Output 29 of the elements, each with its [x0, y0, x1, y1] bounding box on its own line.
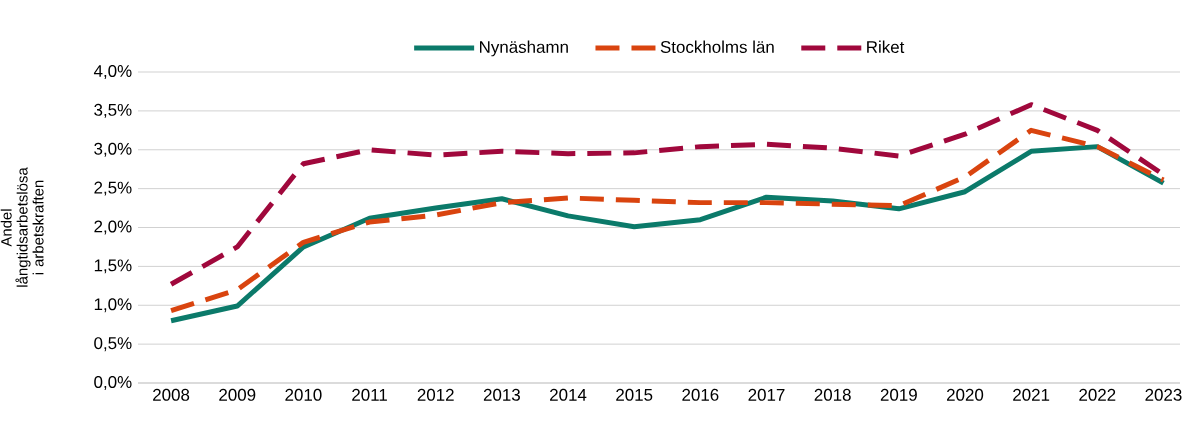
y-tick-label: 4,0% [93, 65, 132, 79]
x-tick-label: 2022 [1079, 388, 1116, 401]
y-axis-title: Andel långtidsarbetslösa i arbetskraften [0, 167, 44, 287]
legend-label: Stockholms län [660, 40, 774, 54]
x-tick-label: 2021 [1013, 388, 1050, 401]
legend-label: Riket [867, 40, 905, 54]
y-tick-label: 0,5% [94, 337, 132, 352]
x-tick-label: 2012 [417, 388, 454, 401]
x-tick-label: 2020 [947, 388, 984, 401]
y-tick-label: 2,0% [94, 220, 132, 235]
x-tick-label: 2015 [616, 388, 653, 401]
y-tick-label: 1,0% [94, 298, 132, 313]
x-tick-label: 2014 [550, 388, 587, 401]
x-tick-label: 2009 [219, 388, 256, 401]
x-tick-label: 2023 [1145, 388, 1182, 401]
x-tick-label: 2008 [153, 388, 190, 401]
x-tick-label: 2011 [352, 388, 387, 401]
y-tick-label: 3,5% [94, 103, 132, 118]
y-tick-label: 0,0% [94, 376, 132, 390]
x-tick-label: 2017 [748, 388, 785, 401]
x-tick-label: 2010 [285, 388, 322, 401]
x-tick-label: 2016 [682, 388, 719, 401]
y-tick-label: 1,5% [94, 259, 132, 274]
x-tick-label: 2013 [483, 388, 520, 401]
legend-label: Nynäshamn [480, 40, 568, 57]
y-tick-label: 3,0% [94, 142, 132, 157]
x-tick-label: 2019 [880, 388, 917, 401]
x-tick-label: 2018 [814, 388, 851, 401]
y-tick-label: 2,5% [94, 181, 132, 196]
